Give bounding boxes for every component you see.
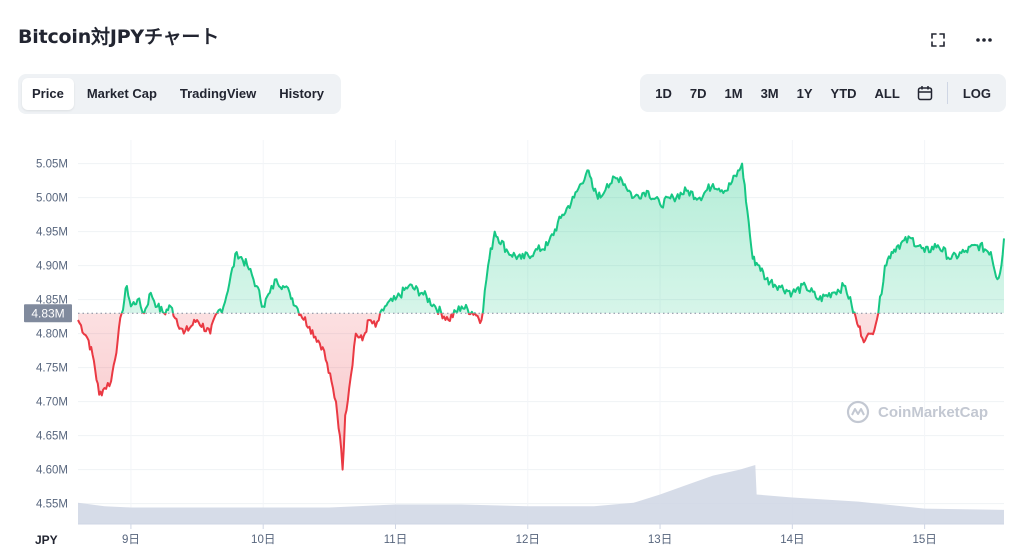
- y-tick-label: 4.55M: [36, 499, 68, 511]
- chart-type-tabs: Price Market Cap TradingView History: [18, 74, 342, 114]
- range-1y[interactable]: 1Y: [796, 85, 813, 101]
- tab-market-cap[interactable]: Market Cap: [86, 86, 157, 101]
- y-tick-label: 5.05M: [36, 159, 68, 171]
- x-axis: 9日 10日 11日 12日 13日 14日 15日: [78, 523, 1004, 546]
- reference-label: 4.83M: [31, 307, 64, 321]
- reference-badge: [24, 304, 72, 323]
- y-tick-label: 4.75M: [36, 363, 68, 375]
- tab-price[interactable]: Price: [22, 78, 74, 110]
- y-axis: 4.55M 4.60M 4.65M 4.70M 4.75M 4.80M 4.85M 4.90M…: [36, 159, 68, 511]
- y-tick-label: 4.80M: [36, 329, 68, 341]
- range-divider: [946, 82, 948, 104]
- calendar-icon[interactable]: [909, 85, 941, 101]
- tab-history[interactable]: History: [279, 86, 325, 101]
- range-3m[interactable]: 3M: [760, 85, 779, 101]
- x-tick-label: 12日: [516, 534, 540, 546]
- price-line-up: [120, 162, 1005, 314]
- y-tick-label: 4.85M: [36, 295, 68, 307]
- header-actions: [928, 30, 994, 50]
- x-tick-label: 15日: [912, 534, 936, 546]
- y-tick-label: 4.60M: [36, 465, 68, 477]
- y-tick-label: 4.90M: [36, 261, 68, 273]
- range-1m[interactable]: 1M: [724, 85, 743, 101]
- y-tick-label: 5.00M: [36, 193, 68, 205]
- range-ytd[interactable]: YTD: [830, 85, 857, 101]
- x-tick-label: 14日: [780, 534, 804, 546]
- log-scale-toggle[interactable]: LOG: [962, 85, 991, 101]
- page-title: Bitcoin対JPYチャート: [18, 26, 219, 48]
- range-1d[interactable]: 1D: [655, 85, 672, 101]
- range-all[interactable]: ALL: [874, 85, 900, 101]
- x-tick-label: 13日: [648, 534, 672, 546]
- currency-label: JPY: [35, 533, 58, 547]
- gridlines: [78, 140, 1004, 524]
- fullscreen-icon[interactable]: [928, 30, 948, 50]
- time-range-selector: 1D 7D 1M 3M 1Y YTD ALL LOG: [640, 74, 1006, 112]
- y-tick-label: 4.95M: [36, 227, 68, 239]
- watermark-text: CoinMarketCap: [878, 403, 989, 421]
- volume-shape: [78, 465, 1004, 524]
- y-tick-label: 4.70M: [36, 397, 68, 409]
- x-tick-label: 9日: [122, 534, 140, 546]
- tab-tradingview[interactable]: TradingView: [179, 86, 257, 101]
- more-horizontal-icon[interactable]: [974, 30, 994, 50]
- price-area-above: [78, 163, 1004, 314]
- y-tick-label: 4.65M: [36, 431, 68, 443]
- coinmarketcap-logo-icon: [846, 400, 870, 424]
- watermark: CoinMarketCap: [846, 400, 988, 424]
- x-tick-label: 11日: [384, 534, 407, 546]
- volume-area: [78, 465, 1004, 524]
- x-tick-label: 10日: [251, 534, 275, 546]
- range-7d[interactable]: 7D: [689, 85, 707, 101]
